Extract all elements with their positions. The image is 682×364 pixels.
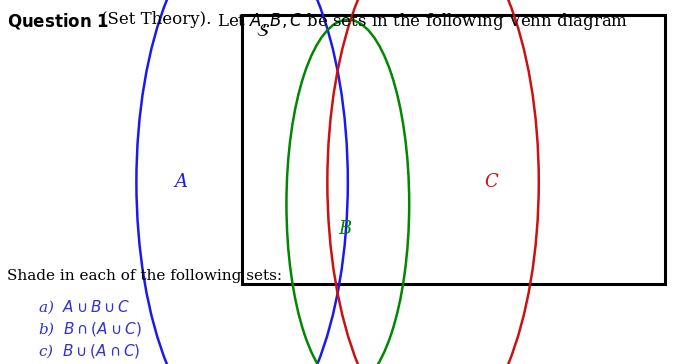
Text: Let $A, B, C$ be sets in the following Venn diagram: Let $A, B, C$ be sets in the following V…	[217, 11, 628, 32]
Text: c)  $B \cup (A \cap C)$: c) $B \cup (A \cap C)$	[38, 342, 140, 360]
Text: Shade in each of the following sets:: Shade in each of the following sets:	[7, 269, 282, 283]
Text: a)  $A \cup B \cup C$: a) $A \cup B \cup C$	[38, 298, 130, 316]
Text: C: C	[484, 173, 498, 191]
Text: A: A	[174, 173, 188, 191]
Text: B: B	[338, 220, 351, 238]
Text: (Set Theory).: (Set Theory).	[101, 11, 211, 28]
Text: b)  $B \cap (A \cup C)$: b) $B \cap (A \cup C)$	[38, 320, 141, 338]
Text: $\mathcal{S}$: $\mathcal{S}$	[256, 22, 270, 40]
Bar	[242, 15, 665, 284]
Text: $\mathbf{Question\ 1}$: $\mathbf{Question\ 1}$	[7, 11, 108, 31]
